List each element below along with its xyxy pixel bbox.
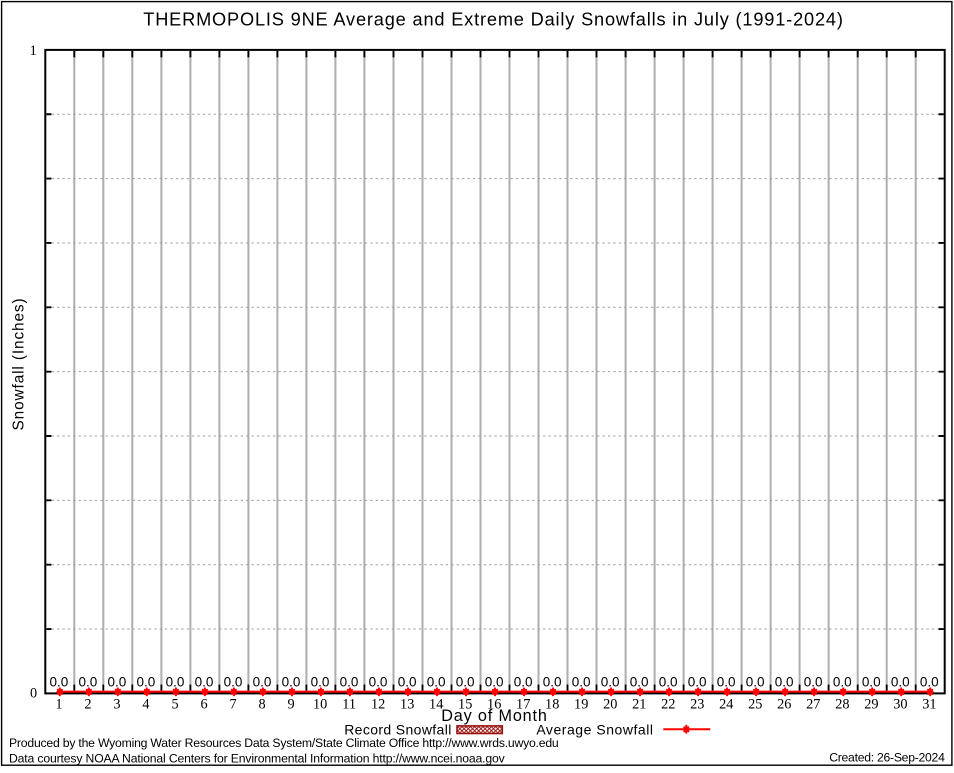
svg-text:4: 4 (142, 697, 149, 713)
svg-text:0.0: 0.0 (224, 675, 243, 690)
svg-text:0.0: 0.0 (659, 675, 678, 690)
svg-text:30: 30 (893, 697, 907, 713)
svg-text:6: 6 (201, 697, 208, 713)
svg-text:5: 5 (172, 697, 179, 713)
svg-text:18: 18 (545, 697, 559, 713)
svg-text:0.0: 0.0 (746, 675, 765, 690)
svg-text:0.0: 0.0 (804, 675, 823, 690)
svg-text:0.0: 0.0 (50, 675, 69, 690)
svg-text:0.0: 0.0 (485, 675, 504, 690)
svg-text:0.0: 0.0 (369, 675, 388, 690)
svg-text:0.0: 0.0 (891, 675, 910, 690)
svg-text:27: 27 (806, 697, 820, 713)
svg-text:0.0: 0.0 (427, 675, 446, 690)
svg-text:Created: 26-Sep-2024: Created: 26-Sep-2024 (829, 751, 945, 765)
svg-text:0.0: 0.0 (920, 675, 939, 690)
svg-text:0.0: 0.0 (688, 675, 707, 690)
svg-text:0.0: 0.0 (717, 675, 736, 690)
svg-text:2: 2 (84, 697, 91, 713)
svg-text:25: 25 (748, 697, 762, 713)
svg-text:Produced by the Wyoming Water: Produced by the Wyoming Water Resources … (9, 736, 558, 750)
svg-text:0.0: 0.0 (253, 675, 272, 690)
svg-text:17: 17 (516, 697, 530, 713)
svg-text:0.0: 0.0 (282, 675, 301, 690)
svg-text:Record Snowfall: Record Snowfall (344, 722, 452, 738)
svg-text:1: 1 (30, 43, 37, 59)
svg-text:3: 3 (113, 697, 120, 713)
svg-text:29: 29 (864, 697, 878, 713)
svg-text:0.0: 0.0 (311, 675, 330, 690)
svg-text:7: 7 (230, 697, 237, 713)
svg-text:0.0: 0.0 (398, 675, 417, 690)
svg-text:0.0: 0.0 (775, 675, 794, 690)
svg-text:Average Snowfall: Average Snowfall (536, 722, 653, 738)
svg-text:THERMOPOLIS 9NE Average and Ex: THERMOPOLIS 9NE Average and Extreme Dail… (143, 9, 844, 29)
svg-text:0: 0 (30, 685, 37, 701)
svg-text:0.0: 0.0 (630, 675, 649, 690)
svg-text:22: 22 (661, 697, 675, 713)
svg-text:16: 16 (487, 697, 501, 713)
svg-text:0.0: 0.0 (572, 675, 591, 690)
svg-text:13: 13 (400, 697, 414, 713)
svg-text:15: 15 (458, 697, 472, 713)
svg-text:0.0: 0.0 (166, 675, 185, 690)
svg-text:19: 19 (574, 697, 588, 713)
svg-text:Data courtesy NOAA National Ce: Data courtesy NOAA National Centers for … (9, 751, 506, 765)
svg-text:Snowfall (Inches): Snowfall (Inches) (11, 298, 28, 431)
svg-text:11: 11 (342, 697, 356, 713)
svg-text:10: 10 (313, 697, 327, 713)
svg-text:8: 8 (259, 697, 266, 713)
svg-text:0.0: 0.0 (137, 675, 156, 690)
svg-text:12: 12 (371, 697, 385, 713)
svg-text:26: 26 (777, 697, 791, 713)
svg-text:21: 21 (632, 697, 646, 713)
svg-text:0.0: 0.0 (195, 675, 214, 690)
svg-text:0.0: 0.0 (79, 675, 98, 690)
svg-text:20: 20 (603, 697, 617, 713)
svg-text:0.0: 0.0 (108, 675, 127, 690)
svg-text:0.0: 0.0 (543, 675, 562, 690)
svg-text:Day of Month: Day of Month (441, 707, 547, 725)
svg-text:28: 28 (835, 697, 849, 713)
svg-text:0.0: 0.0 (340, 675, 359, 690)
svg-text:1: 1 (55, 697, 62, 713)
svg-text:24: 24 (719, 697, 733, 713)
svg-text:9: 9 (288, 697, 295, 713)
svg-text:0.0: 0.0 (456, 675, 475, 690)
svg-text:0.0: 0.0 (514, 675, 533, 690)
svg-text:14: 14 (429, 697, 443, 713)
svg-text:31: 31 (922, 697, 936, 713)
svg-text:0.0: 0.0 (833, 675, 852, 690)
svg-text:0.0: 0.0 (862, 675, 881, 690)
svg-text:0.0: 0.0 (601, 675, 620, 690)
svg-text:23: 23 (690, 697, 704, 713)
